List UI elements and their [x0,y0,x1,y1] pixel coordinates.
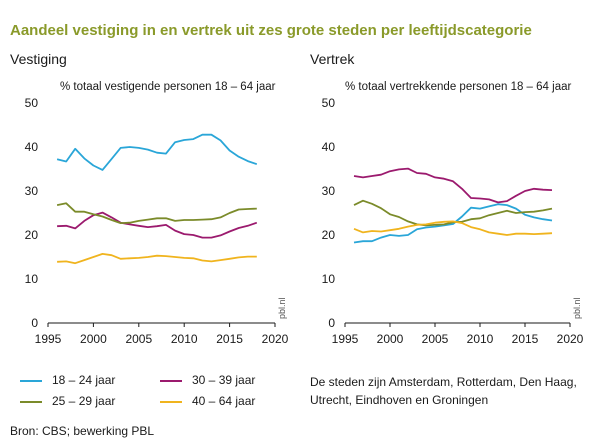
series-line-30-39-vertrek [353,167,553,204]
series-line-40-64-vertrek [353,220,553,236]
legend-swatch-40-64 [160,400,182,403]
y-axis-label-vestiging: % totaal vestigende personen 18 – 64 jaa… [60,81,276,93]
y-tick-label-vertrek: 20 [322,228,336,242]
legend-swatch-25-29 [20,400,42,403]
x-tick-label-vertrek: 2005 [422,332,449,346]
legend-item-30-39: 30 – 39 jaar [160,373,255,387]
y-tick-label-vestiging: 30 [25,184,39,198]
watermark-vertrek: pbl.nl [572,297,582,319]
series-line-25-29-vestiging [56,202,257,225]
y-tick-label-vestiging: 20 [25,228,39,242]
panel-title-vestiging: Vestiging [10,51,67,67]
series-line-30-39-vestiging [57,211,258,239]
legend-item-40-64: 40 – 64 jaar [160,394,255,408]
legend-label-18-24: 18 – 24 jaar [52,373,116,387]
y-tick-label-vertrek: 40 [322,140,336,154]
legend-swatch-18-24 [20,379,42,382]
y-tick-label-vertrek: 30 [322,184,336,198]
y-tick-label-vestiging: 10 [25,272,39,286]
panel-title-vertrek: Vertrek [310,51,355,67]
legend-label-40-64: 40 – 64 jaar [192,394,256,408]
x-tick-label-vestiging: 1995 [35,332,62,346]
y-tick-label-vertrek: 50 [322,96,336,110]
legend-swatch-30-39 [160,379,182,382]
x-tick-label-vestiging: 2015 [216,332,243,346]
y-tick-label-vestiging: 50 [25,96,39,110]
legend-label-30-39: 30 – 39 jaar [192,373,256,387]
legend-label-25-29: 25 – 29 jaar [52,394,116,408]
x-tick-label-vertrek: 2020 [557,332,584,346]
source-note: Bron: CBS; bewerking PBL [10,424,155,438]
x-tick-label-vertrek: 2000 [377,332,404,346]
legend-item-18-24: 18 – 24 jaar [20,373,115,387]
x-tick-label-vestiging: 2010 [171,332,198,346]
series-line-18-24-vertrek [353,203,553,244]
chart-title: Aandeel vestiging in en vertrek uit zes … [10,22,532,39]
x-tick-label-vestiging: 2020 [262,332,289,346]
y-tick-label-vestiging: 0 [31,316,38,330]
series-line-18-24-vestiging [56,133,258,171]
x-tick-label-vertrek: 1995 [332,332,359,346]
y-axis-label-vertrek: % totaal vertrekkende personen 18 – 64 j… [345,81,572,93]
x-tick-label-vestiging: 2005 [125,332,152,346]
legend-item-25-29: 25 – 29 jaar [20,394,115,408]
series-line-40-64-vestiging [57,252,257,265]
footnote: De steden zijn Amsterdam, Rotterdam, Den… [310,375,577,407]
panel-vestiging: 0 10 20 30 40 50 1995 2000 2005 2010 2015 2020 pbl.n… [25,96,289,346]
watermark-vestiging: pbl.nl [277,297,287,319]
x-tick-label-vertrek: 2010 [467,332,494,346]
panel-vertrek: 0 10 20 30 40 50 1995 2000 2005 2010 2015 2020 pbl.n… [322,96,584,346]
y-tick-label-vertrek: 10 [322,272,336,286]
y-tick-label-vertrek: 0 [328,316,335,330]
y-tick-label-vestiging: 40 [25,140,39,154]
x-tick-label-vertrek: 2015 [512,332,539,346]
x-tick-label-vestiging: 2000 [80,332,107,346]
